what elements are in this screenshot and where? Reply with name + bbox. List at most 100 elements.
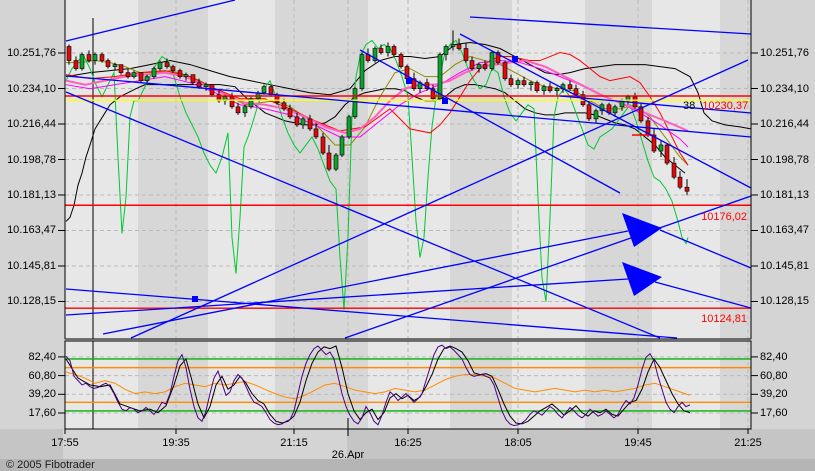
trend-arrow[interactable] [622, 262, 662, 296]
candle [92, 54, 98, 61]
candle [593, 110, 599, 120]
price-axis-label-right: 10.251,76 [760, 47, 809, 59]
osc-axis-label-left: 17,60 [28, 406, 56, 419]
candle [495, 52, 501, 63]
osc-axis-label-right: 39,20 [760, 388, 788, 401]
trendline[interactable] [65, 75, 751, 138]
price-axis-label-left: 10.163,47 [7, 224, 56, 237]
candle [131, 72, 137, 77]
price-axis-label-left: 10.181,13 [7, 188, 56, 201]
trendline-handle[interactable] [442, 98, 448, 104]
trendline[interactable] [469, 16, 751, 35]
osc-purple-line[interactable] [65, 344, 691, 427]
candle [398, 54, 404, 67]
trendline[interactable] [459, 33, 751, 189]
candle [476, 64, 482, 69]
session-band [275, 341, 347, 429]
candle [294, 116, 300, 126]
candle [554, 88, 560, 92]
price-axis-label-left: 10.251,76 [7, 47, 56, 59]
price-axis-label-right: 10.198,78 [760, 153, 809, 166]
green-fast-line[interactable] [65, 39, 689, 310]
trendline[interactable] [102, 230, 629, 335]
session-band [368, 341, 450, 429]
price-axis-label-left: 10.128,15 [7, 295, 56, 308]
candle [502, 62, 508, 79]
trendline[interactable] [130, 59, 749, 339]
session-band [512, 341, 585, 429]
trendline-handle[interactable] [406, 78, 412, 84]
price-axis-label-right: 10.145,81 [760, 259, 809, 272]
session-band [138, 0, 208, 339]
candle [489, 52, 495, 69]
trendline[interactable] [65, 288, 678, 339]
candle [521, 80, 527, 85]
trendline-handle[interactable] [512, 56, 518, 62]
candle [567, 84, 573, 90]
trendline[interactable] [659, 229, 751, 269]
trendline[interactable] [344, 195, 751, 339]
candle [547, 86, 553, 92]
level-label-10176[interactable]: 10176,02 [701, 211, 747, 223]
trendline-handle[interactable] [192, 296, 198, 302]
candle [326, 152, 332, 170]
candle [307, 118, 313, 130]
candle [437, 54, 443, 100]
fan-number: 38 [683, 100, 696, 112]
session-band [208, 0, 275, 339]
candle [339, 136, 345, 156]
session-band [450, 341, 512, 429]
gann-fan-label[interactable]: 38 10230,37 [683, 100, 748, 112]
price-axis-label-right: 10.216,44 [760, 118, 809, 130]
trendline[interactable] [654, 281, 751, 309]
osc-axis-label-right: 17,60 [760, 406, 788, 419]
osc-axis-label-left: 39,20 [28, 388, 56, 401]
trendline[interactable] [65, 278, 629, 316]
trendline[interactable] [65, 91, 661, 339]
trendline[interactable] [559, 95, 751, 114]
osc-axis-label-left: 60,80 [28, 369, 56, 382]
candle [190, 74, 196, 83]
candle [359, 54, 365, 90]
time-axis-label: 17:55 [51, 437, 79, 449]
black-upper-line[interactable] [65, 41, 751, 130]
candle [515, 80, 521, 85]
trendline[interactable] [359, 49, 621, 194]
candle [632, 96, 638, 108]
session-band [652, 341, 720, 429]
copyright-text: © 2005 Fibotrader [6, 459, 95, 471]
trendline[interactable] [65, 0, 236, 42]
candles-group[interactable] [66, 30, 690, 196]
status-bar: © 2005 Fibotrader [0, 459, 815, 471]
time-axis-label: 19:45 [624, 437, 652, 449]
session-band [208, 341, 275, 429]
candle [638, 106, 644, 122]
candle [443, 46, 449, 55]
candle [586, 104, 592, 120]
candle [658, 144, 664, 152]
trend-arrow[interactable] [622, 213, 662, 247]
candle [671, 162, 677, 178]
osc-orange-signal[interactable] [65, 371, 691, 400]
candle [469, 60, 475, 69]
candle [196, 82, 202, 87]
session-band [652, 0, 720, 339]
candle [138, 72, 144, 81]
candle [450, 44, 456, 47]
price-axis-label-right: 10.181,13 [760, 188, 809, 201]
candle [144, 76, 150, 81]
candle [320, 136, 326, 154]
level-label-10124[interactable]: 10124,81 [701, 313, 747, 325]
candle [281, 102, 287, 110]
price-axis-label-right: 10.128,15 [760, 295, 809, 308]
session-band [720, 0, 751, 339]
session-band [512, 0, 585, 339]
candle [651, 134, 657, 152]
candle [541, 86, 547, 92]
session-band [275, 0, 347, 339]
candle [183, 74, 189, 77]
osc-axis-label-right: 60,80 [760, 369, 788, 382]
candle [300, 118, 306, 126]
candle [73, 60, 79, 69]
